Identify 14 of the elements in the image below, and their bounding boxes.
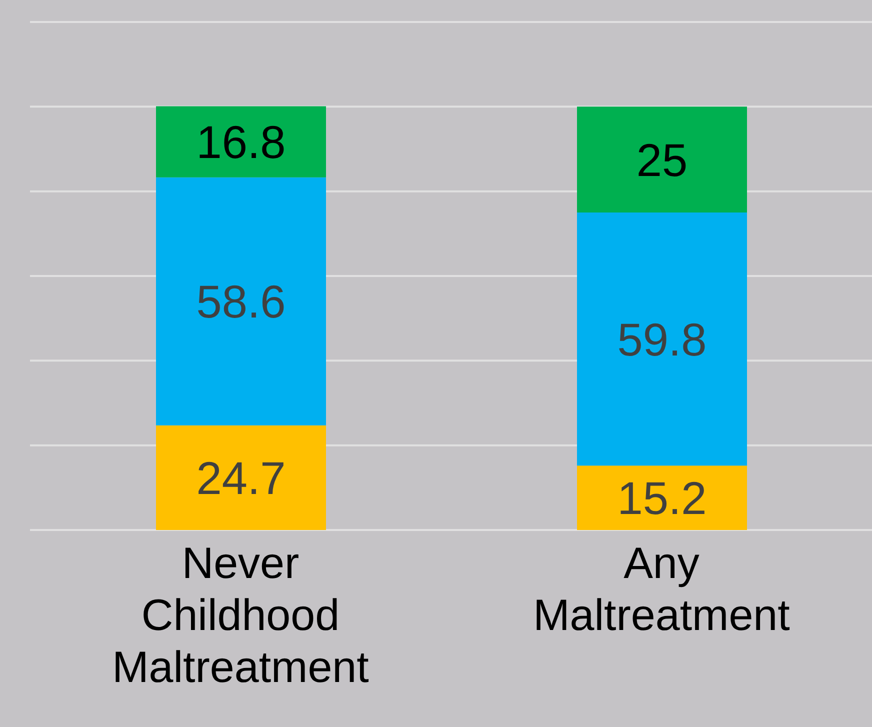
bar bbox=[156, 177, 326, 426]
data-label: 15.2 bbox=[617, 472, 707, 524]
bar bbox=[156, 425, 326, 530]
data-label: 58.6 bbox=[196, 276, 286, 328]
data-label: 16.8 bbox=[196, 116, 286, 168]
bar bbox=[156, 106, 326, 178]
data-label: 59.8 bbox=[617, 313, 707, 366]
bar bbox=[577, 466, 747, 530]
data-label: 25 bbox=[636, 134, 688, 186]
data-label: 24.7 bbox=[196, 452, 286, 504]
bar bbox=[577, 212, 747, 466]
bar bbox=[577, 106, 747, 212]
x-tick-label: Any Maltreatment bbox=[533, 539, 790, 640]
x-tick-label: Never Childhood Maltreatment bbox=[112, 539, 369, 692]
